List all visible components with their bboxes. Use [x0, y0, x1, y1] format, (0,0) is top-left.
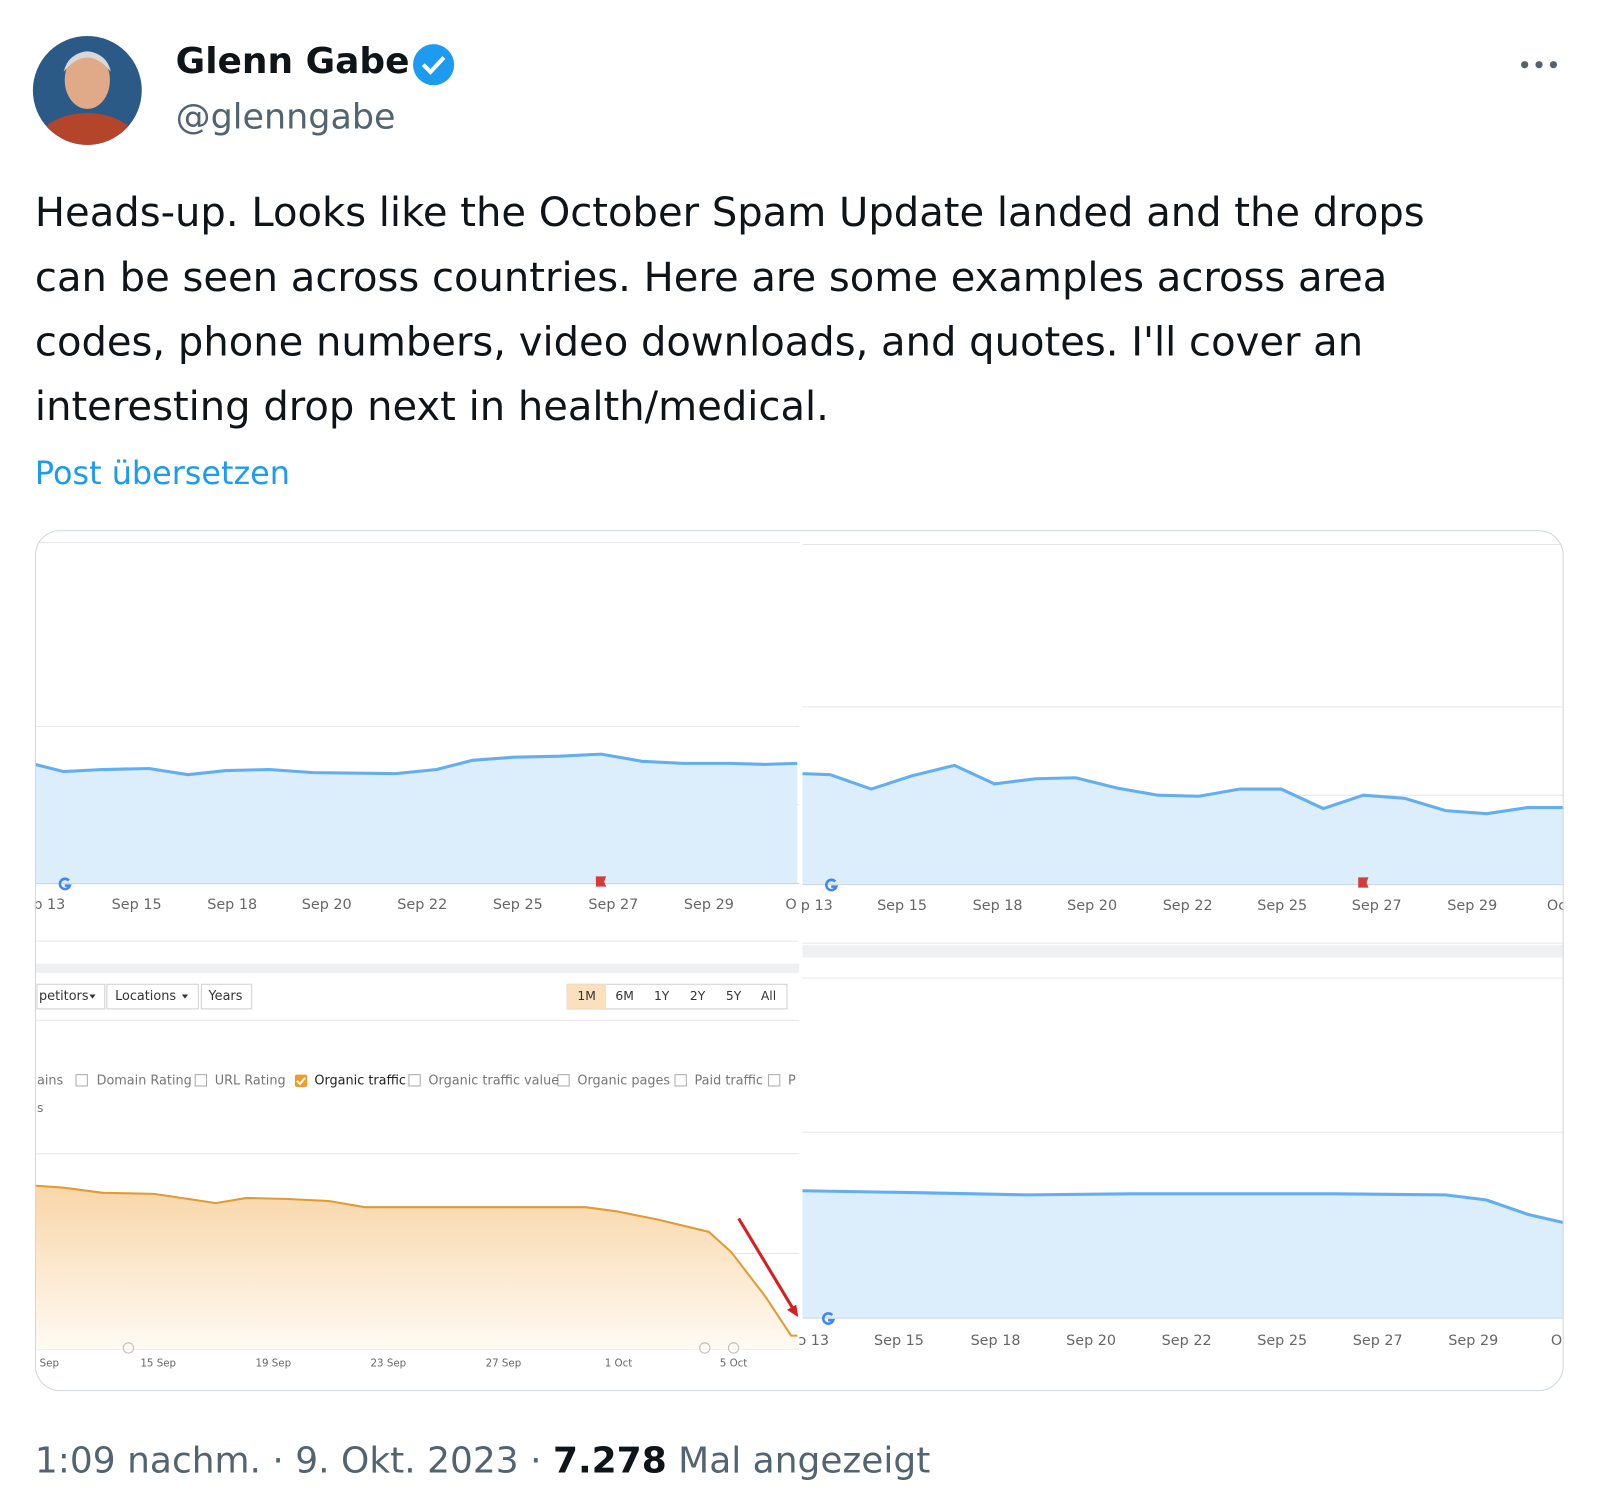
author-handle[interactable]: @glenngabe	[175, 96, 396, 138]
x-tick-label: p 13	[33, 897, 65, 913]
x-tick-label: Sep 20	[1067, 898, 1117, 914]
x-tick-label: Sep 27	[588, 897, 638, 913]
x-tick-label: 27 Sep	[486, 1357, 522, 1369]
tweet-text: Heads-up. Looks like the October Spam Up…	[34, 190, 1425, 237]
avatar[interactable]	[31, 34, 144, 195]
x-tick-label: Sep 18	[207, 897, 257, 913]
toolbar-button: petitors	[39, 989, 89, 1004]
x-tick-label: Sep 20	[1066, 1333, 1116, 1349]
separator: ·	[530, 1440, 542, 1482]
time[interactable]: 1:09 nachm.	[34, 1440, 261, 1482]
metric-option: Paid traffic	[695, 1073, 763, 1088]
x-tick-label: Sep 22	[1162, 1333, 1212, 1349]
author-name[interactable]: Glenn Gabe	[175, 41, 410, 83]
legend-text: s	[37, 1101, 43, 1115]
x-tick-label: p 13	[801, 898, 833, 914]
metric-option: Organic traffic	[314, 1073, 406, 1088]
translate-link[interactable]: Post übersetzen	[34, 455, 290, 493]
toolbar-button: Locations	[115, 989, 176, 1004]
x-tick-label: 15 Sep	[140, 1357, 176, 1369]
x-tick-label: O	[785, 897, 796, 913]
x-tick-label: ɔ 13	[798, 1333, 829, 1349]
x-tick-label: 19 Sep	[255, 1357, 291, 1369]
media[interactable]: p 13 Sep 15 Sep 18 Sep 20 Sep 22 Sep 25 Sep 27…	[33, 530, 1566, 1392]
x-tick-label: Sep 18	[971, 1333, 1021, 1349]
x-tick-label: Sep 29	[1447, 898, 1497, 914]
x-tick-label: Sep 22	[397, 897, 447, 913]
range-button: All	[761, 989, 776, 1003]
x-tick-label: Sep 27	[1353, 1333, 1403, 1349]
media-border	[34, 530, 1564, 1392]
x-tick-label: Sep 18	[973, 898, 1023, 914]
x-tick-label: Sep 15	[112, 897, 162, 913]
x-tick-label: Sep 29	[684, 897, 734, 913]
x-tick-label: Sep 25	[1257, 898, 1307, 914]
metric-option: P	[788, 1073, 796, 1088]
range-button: 1Y	[654, 989, 670, 1003]
x-tick-label: Sep 20	[302, 897, 352, 913]
x-tick-label: 1 Oct	[605, 1357, 633, 1369]
metric-option: Organic pages	[577, 1073, 670, 1088]
x-tick-label: Sep 27	[1352, 898, 1402, 914]
x-tick-label: 23 Sep	[371, 1357, 407, 1369]
x-tick-label: Sep 15	[877, 898, 927, 914]
toolbar-button: Years	[208, 989, 243, 1004]
tweet-text: can be seen across countries. Here are s…	[34, 254, 1388, 302]
range-button: 5Y	[726, 989, 742, 1003]
date[interactable]: 9. Okt. 2023	[295, 1440, 519, 1482]
tweet-text: interesting drop next in health/medical.	[34, 384, 829, 431]
range-button: 1M	[577, 989, 595, 1003]
separator: ·	[272, 1440, 284, 1482]
range-button: 2Y	[690, 989, 706, 1003]
metric-option: ains	[37, 1073, 64, 1088]
view-count: 7.278	[552, 1440, 667, 1482]
more-button[interactable]	[1521, 61, 1558, 69]
x-tick-label: Sep	[40, 1357, 59, 1369]
x-tick-label: Oc	[1547, 898, 1566, 914]
metric-option: Organic traffic value	[428, 1073, 559, 1088]
tweet-meta: 1:09 nachm. · 9. Okt. 2023 · 7.278 Mal a…	[35, 1440, 930, 1481]
range-button: 6M	[615, 989, 633, 1003]
view-label: Mal angezeigt	[678, 1440, 931, 1482]
x-tick-label: Sep 15	[874, 1333, 924, 1349]
metric-option: Domain Rating	[97, 1073, 192, 1088]
x-tick-label: Sep 25	[1257, 1333, 1307, 1349]
x-tick-label: O	[1551, 1333, 1562, 1349]
verified-badge	[413, 44, 455, 86]
google-icon	[58, 877, 839, 1325]
x-tick-label: Sep 25	[493, 897, 543, 913]
x-tick-label: Sep 29	[1448, 1333, 1498, 1349]
metric-option: URL Rating	[215, 1073, 286, 1088]
x-tick-label: Sep 22	[1163, 898, 1213, 914]
tweet-text: codes, phone numbers, video downloads, a…	[34, 319, 1364, 366]
x-tick-label: 5 Oct	[720, 1357, 748, 1369]
